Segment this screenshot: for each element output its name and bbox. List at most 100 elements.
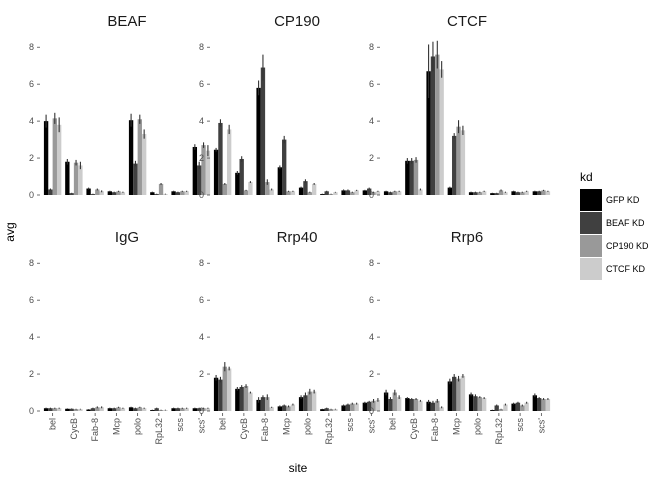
bar-scs-ctcf-kd <box>524 191 529 195</box>
bar-bel-ctcf-kd <box>56 408 62 411</box>
bar-CycB-ctcf-kd <box>248 392 253 411</box>
x-axis-title: site <box>289 461 308 475</box>
bar-RpL32-gfp-kd <box>150 192 155 195</box>
legend-key-gfp-kd <box>580 189 602 211</box>
legend-label: CTCF KD <box>606 264 645 274</box>
y-tick-label: 8 <box>199 258 204 268</box>
facet-title: Rrp6 <box>451 229 484 246</box>
bar-Fab-8-ctcf-kd <box>269 189 274 195</box>
bar-scs-beaf-kd <box>345 190 351 195</box>
bar-Fab-8-ctcf-kd <box>99 407 104 411</box>
bar-RpL32-gfp-kd <box>320 409 325 411</box>
bar-Mcp-cp190-kd <box>116 191 121 195</box>
bar-scs'-gfp-kd <box>192 146 198 195</box>
bar-scs'-cp190-kd <box>371 400 376 411</box>
bar-RpL32-beaf-kd <box>494 405 499 411</box>
x-tick-label: bel <box>218 418 228 430</box>
y-tick-label: 0 <box>29 190 34 200</box>
bar-polo-gfp-kd <box>298 187 304 195</box>
bar-Fab-8-gfp-kd <box>86 409 91 411</box>
bar-RpL32-cp190-kd <box>498 409 504 411</box>
bar-polo-ctcf-kd <box>141 408 147 411</box>
bar-RpL32-cp190-kd <box>158 183 164 195</box>
bar-scs-cp190-kd <box>350 403 355 411</box>
bar-bel-ctcf-kd <box>226 368 232 411</box>
bar-CycB-gfp-kd <box>65 408 70 411</box>
bar-scs'-gfp-kd <box>192 408 198 411</box>
bar-Fab-8-beaf-kd <box>260 397 266 411</box>
bar-scs'-beaf-kd <box>367 401 372 411</box>
facet-beaf: BEAF 0 2 4 6 8 <box>29 13 211 200</box>
bar-Fab-8-ctcf-kd <box>439 69 444 195</box>
y-tick-label: 2 <box>29 153 34 163</box>
bar-scs-beaf-kd <box>345 404 351 411</box>
bar-RpL32-ctcf-kd <box>163 410 168 411</box>
bar-RpL32-gfp-kd <box>490 193 495 195</box>
bar-CycB-beaf-kd <box>239 158 244 195</box>
bar-bel-cp190-kd <box>222 183 227 195</box>
y-tick-label: 8 <box>29 42 34 52</box>
y-tick-label: 4 <box>199 332 204 342</box>
bar-RpL32-ctcf-kd <box>503 192 508 195</box>
bar-RpL32-beaf-kd <box>324 408 329 411</box>
bar-RpL32-beaf-kd <box>324 191 329 195</box>
bar-Fab-8-ctcf-kd <box>99 191 104 195</box>
bar-CycB-beaf-kd <box>409 398 414 411</box>
bar-bel-beaf-kd <box>48 189 53 195</box>
x-tick-label: scs' <box>366 418 376 434</box>
bar-Fab-8-ctcf-kd <box>439 407 444 411</box>
bar-Mcp-ctcf-kd <box>290 404 296 411</box>
bar-polo-ctcf-kd <box>481 191 487 195</box>
x-tick-label: Fab-8 <box>260 418 270 442</box>
bar-RpL32-gfp-kd <box>490 410 495 411</box>
x-tick-label: Mcp <box>281 418 291 435</box>
legend-key-cp190-kd <box>580 235 602 257</box>
y-tick-label: 6 <box>29 79 34 89</box>
y-tick-label: 8 <box>199 42 204 52</box>
bar-scs-ctcf-kd <box>184 408 189 411</box>
x-tick-label: RpL32 <box>494 418 504 445</box>
legend-key-ctcf-kd <box>580 258 602 280</box>
bar-RpL32-cp190-kd <box>328 194 334 195</box>
bar-bel-gfp-kd <box>43 408 49 411</box>
facet-ctcf: CTCF 0 2 4 6 8 <box>369 13 551 200</box>
bar-scs'-cp190-kd <box>201 408 206 411</box>
bar-Mcp-gfp-kd <box>107 191 113 195</box>
bar-bel-gfp-kd <box>383 392 389 411</box>
x-tick-label: Fab-8 <box>430 418 440 442</box>
y-tick-label: 6 <box>199 79 204 89</box>
y-tick-label: 4 <box>369 116 374 126</box>
x-tick-label: RpL32 <box>324 418 334 445</box>
bar-bel-ctcf-kd <box>396 191 402 195</box>
x-tick-label: scs' <box>536 418 546 434</box>
bar-Fab-8-cp190-kd <box>435 54 440 195</box>
bar-CycB-gfp-kd <box>405 398 410 411</box>
bar-polo-beaf-kd <box>133 163 138 195</box>
bar-Fab-8-beaf-kd <box>90 408 96 411</box>
y-tick-label: 0 <box>199 406 204 416</box>
y-tick-label: 2 <box>199 369 204 379</box>
x-tick-label: CycB <box>239 418 249 440</box>
bar-bel-gfp-kd <box>43 121 49 195</box>
bar-Mcp-ctcf-kd <box>120 192 126 195</box>
bar-bel-beaf-kd <box>388 192 393 195</box>
bar-CycB-beaf-kd <box>239 386 244 411</box>
bar-scs-cp190-kd <box>520 192 525 195</box>
bar-bel-beaf-kd <box>218 122 223 195</box>
bar-bel-gfp-kd <box>213 149 219 195</box>
bar-polo-gfp-kd <box>298 397 304 411</box>
bar-Mcp-beaf-kd <box>282 139 287 195</box>
legend-label: CP190 KD <box>606 241 649 251</box>
bar-Mcp-beaf-kd <box>452 135 457 195</box>
bar-Fab-8-cp190-kd <box>265 397 270 411</box>
bar-scs-beaf-kd <box>175 408 181 411</box>
bar-polo-beaf-kd <box>133 408 138 411</box>
bar-scs'-gfp-kd <box>532 191 538 195</box>
bar-Fab-8-beaf-kd <box>90 194 96 195</box>
bar-bel-ctcf-kd <box>56 124 62 195</box>
facet-title: IgG <box>115 229 139 246</box>
bar-scs-cp190-kd <box>180 408 185 411</box>
bar-Mcp-cp190-kd <box>286 191 291 195</box>
bar-Fab-8-gfp-kd <box>426 71 431 195</box>
